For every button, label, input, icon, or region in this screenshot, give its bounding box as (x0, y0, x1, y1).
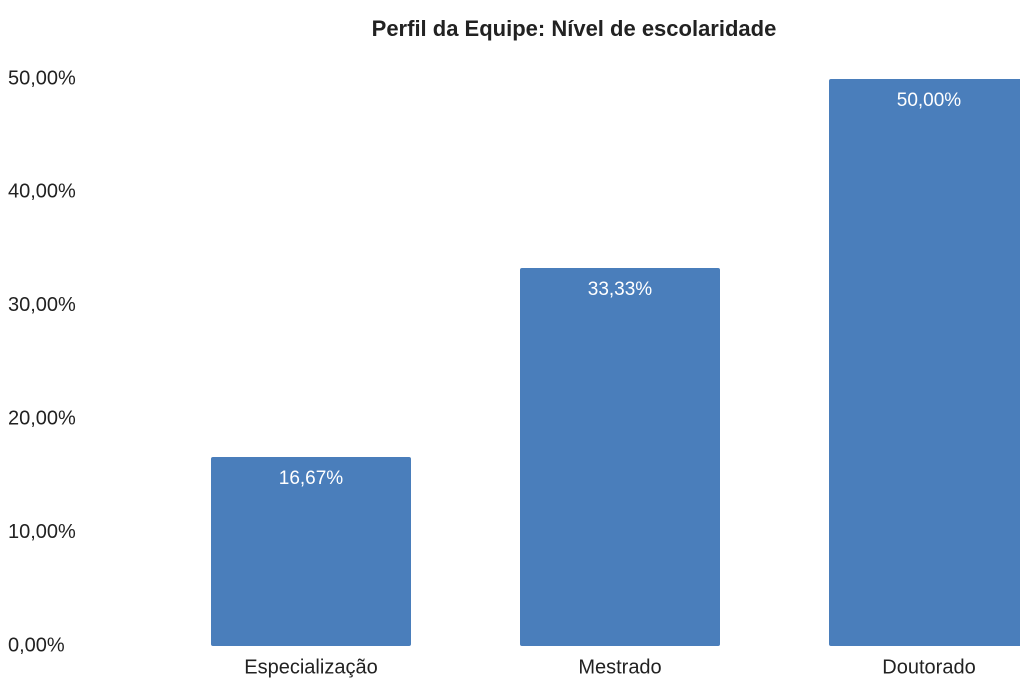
bar (520, 268, 720, 646)
value-label: 50,00% (897, 90, 962, 111)
chart-title: Perfil da Equipe: Nível de escolaridade (372, 16, 777, 41)
x-tick-label: Especialização (244, 656, 377, 678)
bar (829, 79, 1020, 646)
value-label: 33,33% (588, 279, 653, 300)
y-tick-label: 0,00% (8, 634, 65, 656)
y-tick-label: 20,00% (8, 407, 76, 429)
y-tick-label: 30,00% (8, 294, 76, 316)
x-tick-label: Doutorado (882, 656, 975, 678)
x-tick-label: Mestrado (578, 656, 661, 678)
y-tick-label: 40,00% (8, 181, 76, 203)
bar (211, 456, 411, 646)
value-label: 16,67% (279, 468, 344, 489)
y-tick-label: 10,00% (8, 521, 76, 543)
y-tick-label: 50,00% (8, 67, 76, 89)
